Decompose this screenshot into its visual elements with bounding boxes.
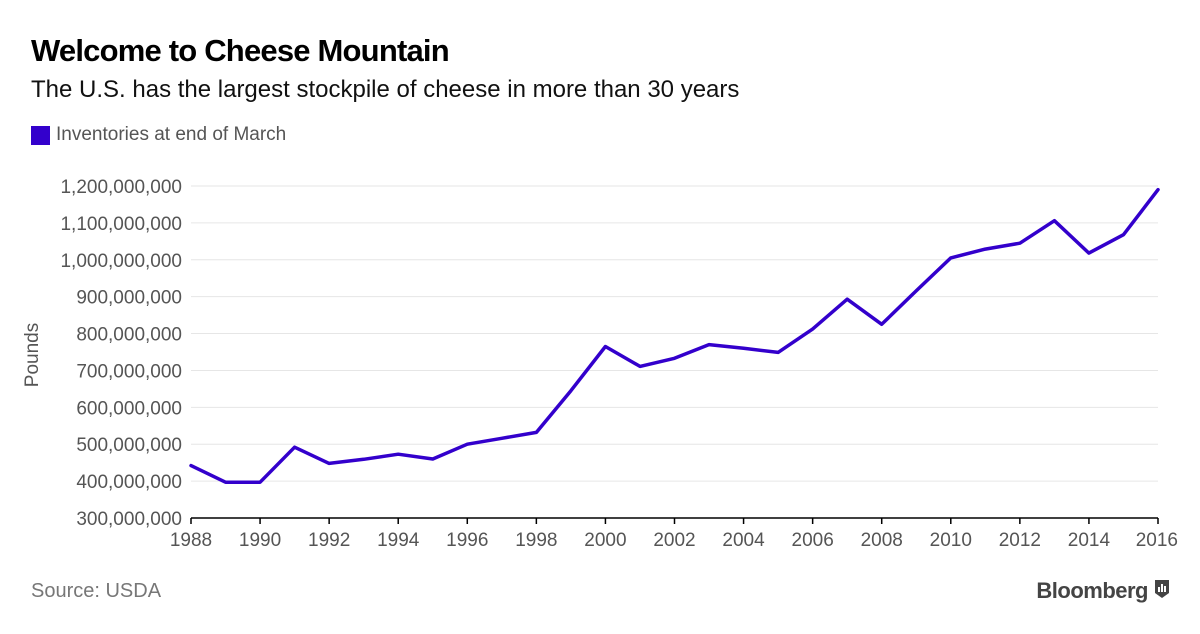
- x-axis-tick-labels: 1988 1990 1992 1994 1996 1998 2000 2002 2004 2006…: [170, 530, 1178, 551]
- legend: Inventories at end of March: [31, 124, 286, 146]
- y-tick-label: 700,000,000: [76, 361, 182, 382]
- y-tick-label: 300,000,000: [76, 509, 182, 530]
- y-axis-tick-labels: 300,000,000 400,000,000 500,000,000 600,000…: [60, 177, 182, 530]
- x-tick-label: 1998: [515, 530, 557, 551]
- x-tick-label: 1988: [170, 530, 212, 551]
- x-tick-label: 2014: [1068, 530, 1111, 551]
- x-tick-label: 1994: [377, 530, 420, 551]
- grid-lines: [191, 185, 1158, 482]
- y-tick-label: 900,000,000: [76, 288, 182, 309]
- brand: Bloomberg: [1036, 578, 1170, 604]
- legend-label: Inventories at end of March: [56, 124, 287, 145]
- x-tick-label: 1992: [308, 530, 350, 551]
- x-tick-label: 2012: [999, 530, 1041, 551]
- source-note: Source: USDA: [31, 580, 162, 602]
- y-tick-label: 600,000,000: [76, 398, 182, 419]
- x-tick-label: 2010: [930, 530, 972, 551]
- bloomberg-logo-icon: [1154, 579, 1170, 604]
- chart-title: Welcome to Cheese Mountain: [31, 33, 450, 68]
- series-line-inventories: [189, 187, 1160, 484]
- x-tick-label: 1996: [446, 530, 488, 551]
- y-tick-label: 500,000,000: [76, 435, 182, 456]
- x-axis: [190, 517, 1159, 524]
- x-tick-label: 1990: [239, 530, 281, 551]
- y-tick-label: 1,100,000,000: [60, 214, 182, 235]
- brand-name: Bloomberg: [1036, 578, 1148, 603]
- x-tick-label: 2004: [722, 530, 765, 551]
- x-tick-label: 2008: [861, 530, 903, 551]
- y-tick-label: 400,000,000: [76, 472, 182, 493]
- chart-subtitle: The U.S. has the largest stockpile of ch…: [31, 76, 740, 103]
- x-tick-label: 2016: [1136, 530, 1178, 551]
- x-tick-label: 2002: [653, 530, 695, 551]
- y-axis-title: Pounds: [22, 323, 43, 387]
- y-tick-label: 1,000,000,000: [60, 251, 182, 272]
- x-tick-label: 2000: [584, 530, 626, 551]
- series-layer: [189, 187, 1160, 484]
- y-tick-label: 1,200,000,000: [60, 177, 182, 198]
- y-tick-label: 800,000,000: [76, 325, 182, 346]
- x-tick-label: 2006: [792, 530, 834, 551]
- legend-swatch: [31, 125, 50, 145]
